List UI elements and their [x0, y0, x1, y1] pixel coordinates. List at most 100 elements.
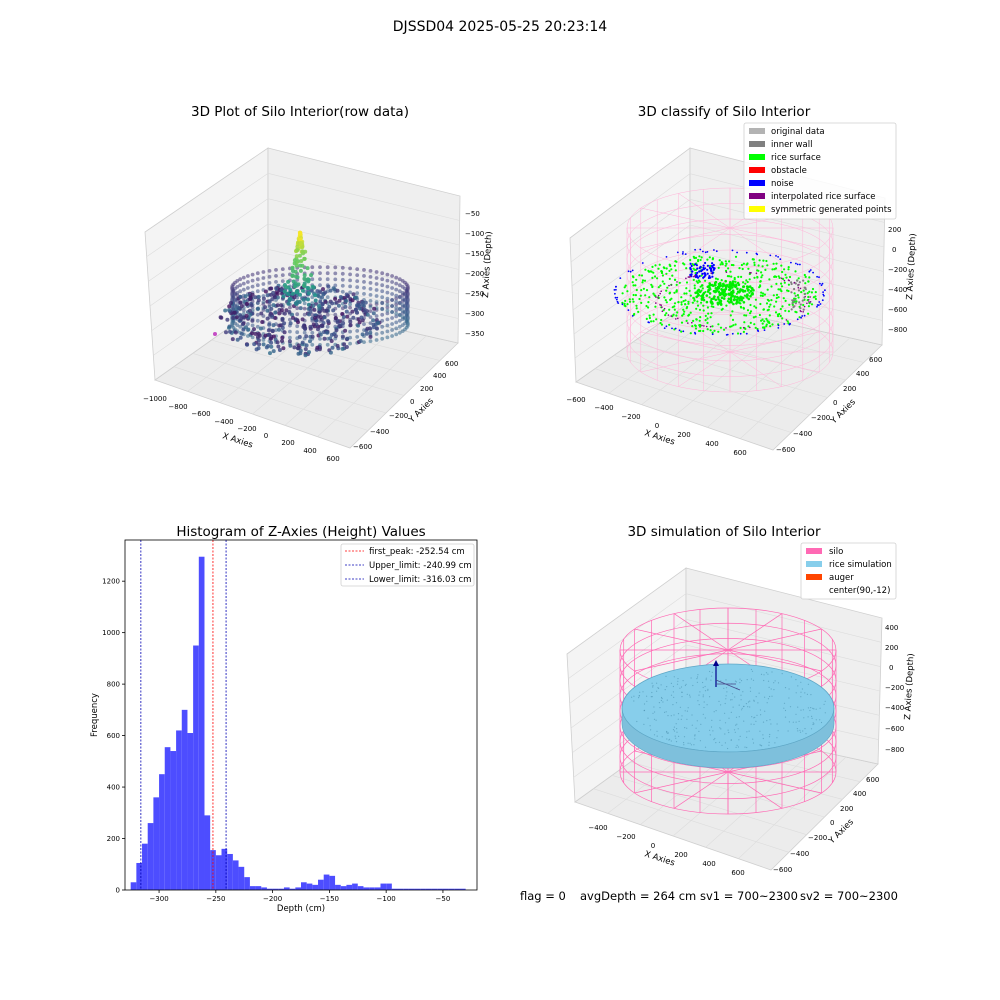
rice-point — [675, 702, 678, 704]
rice-point — [647, 717, 649, 719]
rice-point — [703, 701, 705, 703]
data-point — [341, 321, 346, 326]
data-point — [348, 284, 352, 289]
histogram-bar — [164, 747, 171, 890]
rice-surface-point — [747, 297, 751, 301]
rice-surface-point — [733, 295, 737, 298]
rice-point — [781, 673, 783, 675]
noise-point — [696, 271, 699, 274]
z-tick-label: −250 — [465, 290, 484, 298]
x-tick-label: −100 — [377, 895, 396, 903]
rice-surface-point — [800, 291, 803, 294]
rice-surface-point — [807, 295, 810, 299]
rice-point — [749, 690, 752, 692]
data-point — [253, 295, 258, 300]
rice-point — [683, 744, 685, 746]
rice-surface-point — [781, 317, 784, 320]
rice-surface-point — [691, 301, 695, 304]
data-point — [235, 279, 240, 283]
noise-point — [663, 327, 666, 329]
y-tick-label: −200 — [389, 412, 408, 420]
noise-point — [699, 248, 702, 251]
noise-point — [614, 296, 617, 299]
rice-surface-point — [738, 297, 741, 301]
histogram-bar — [380, 883, 387, 890]
data-point — [239, 331, 244, 336]
rice-point — [677, 680, 679, 682]
rice-point — [758, 692, 760, 694]
data-point — [245, 342, 250, 347]
rice-surface-point — [766, 264, 769, 267]
rice-point — [756, 714, 758, 716]
rice-point — [813, 723, 815, 725]
legend-label: rice simulation — [829, 560, 892, 570]
data-point — [348, 305, 352, 310]
rice-point — [726, 691, 728, 693]
data-point — [318, 337, 322, 341]
z-axis-label: Z Axies (Depth) — [903, 653, 916, 720]
rice-surface-point — [787, 322, 790, 325]
rice-surface-point — [623, 286, 626, 289]
inner-wall-point — [791, 302, 794, 305]
data-point — [355, 291, 360, 295]
rice-point — [696, 678, 698, 680]
rice-surface-point — [665, 301, 668, 304]
rice-point — [709, 729, 711, 731]
interpolated-point — [661, 306, 663, 309]
data-point — [348, 329, 352, 334]
rice-point — [810, 728, 813, 730]
rice-point — [735, 746, 737, 749]
rice-surface-point — [807, 305, 811, 308]
x-axis-label: X Axies — [643, 849, 676, 868]
rice-point — [690, 744, 693, 746]
rice-point — [689, 694, 691, 696]
data-point — [368, 315, 373, 319]
rice-surface-point — [744, 327, 747, 330]
data-point — [261, 296, 266, 301]
data-point — [320, 302, 325, 307]
rice-surface-point — [709, 329, 712, 332]
data-point — [306, 302, 311, 307]
data-point — [279, 303, 284, 308]
rice-point — [724, 702, 726, 705]
rice-surface-point — [689, 332, 692, 335]
data-point — [342, 295, 347, 300]
grid-line — [689, 199, 885, 248]
rice-point — [727, 729, 729, 731]
rice-point — [771, 671, 773, 673]
rice-surface-point — [806, 292, 809, 295]
z-axis-label: Z Axies (Depth) — [905, 233, 918, 300]
data-point — [345, 336, 350, 341]
data-point — [239, 304, 244, 309]
rice-surface-point — [685, 267, 688, 270]
interpolated-point — [806, 302, 808, 305]
rice-surface-point — [663, 266, 666, 270]
inner-wall-point — [793, 299, 796, 302]
data-point — [371, 325, 376, 330]
rice-surface-point — [684, 299, 687, 302]
rice-point — [773, 689, 775, 691]
rice-point — [643, 723, 645, 726]
data-point — [288, 343, 293, 348]
rice-surface-point — [697, 260, 700, 263]
rice-surface-point — [728, 285, 732, 288]
rice-surface-point — [668, 323, 671, 326]
rice-point — [684, 710, 686, 712]
noise-point — [674, 327, 677, 330]
rice-surface-point — [657, 267, 660, 270]
histogram-bar — [142, 843, 148, 890]
rice-surface-point — [743, 314, 746, 317]
rice-surface-point — [689, 258, 692, 262]
noise-point — [665, 256, 668, 258]
z-tick-label: 200 — [885, 644, 898, 652]
rice-surface-point — [720, 279, 723, 282]
rice-surface-point — [664, 314, 667, 317]
data-point — [343, 328, 348, 333]
rice-point — [714, 737, 716, 740]
z-tick-label: −50 — [465, 210, 480, 218]
data-point — [271, 334, 276, 339]
interpolated-point — [677, 317, 679, 320]
histogram-bar — [249, 886, 256, 890]
rice-point — [750, 678, 753, 680]
rice-surface-point — [756, 276, 759, 279]
